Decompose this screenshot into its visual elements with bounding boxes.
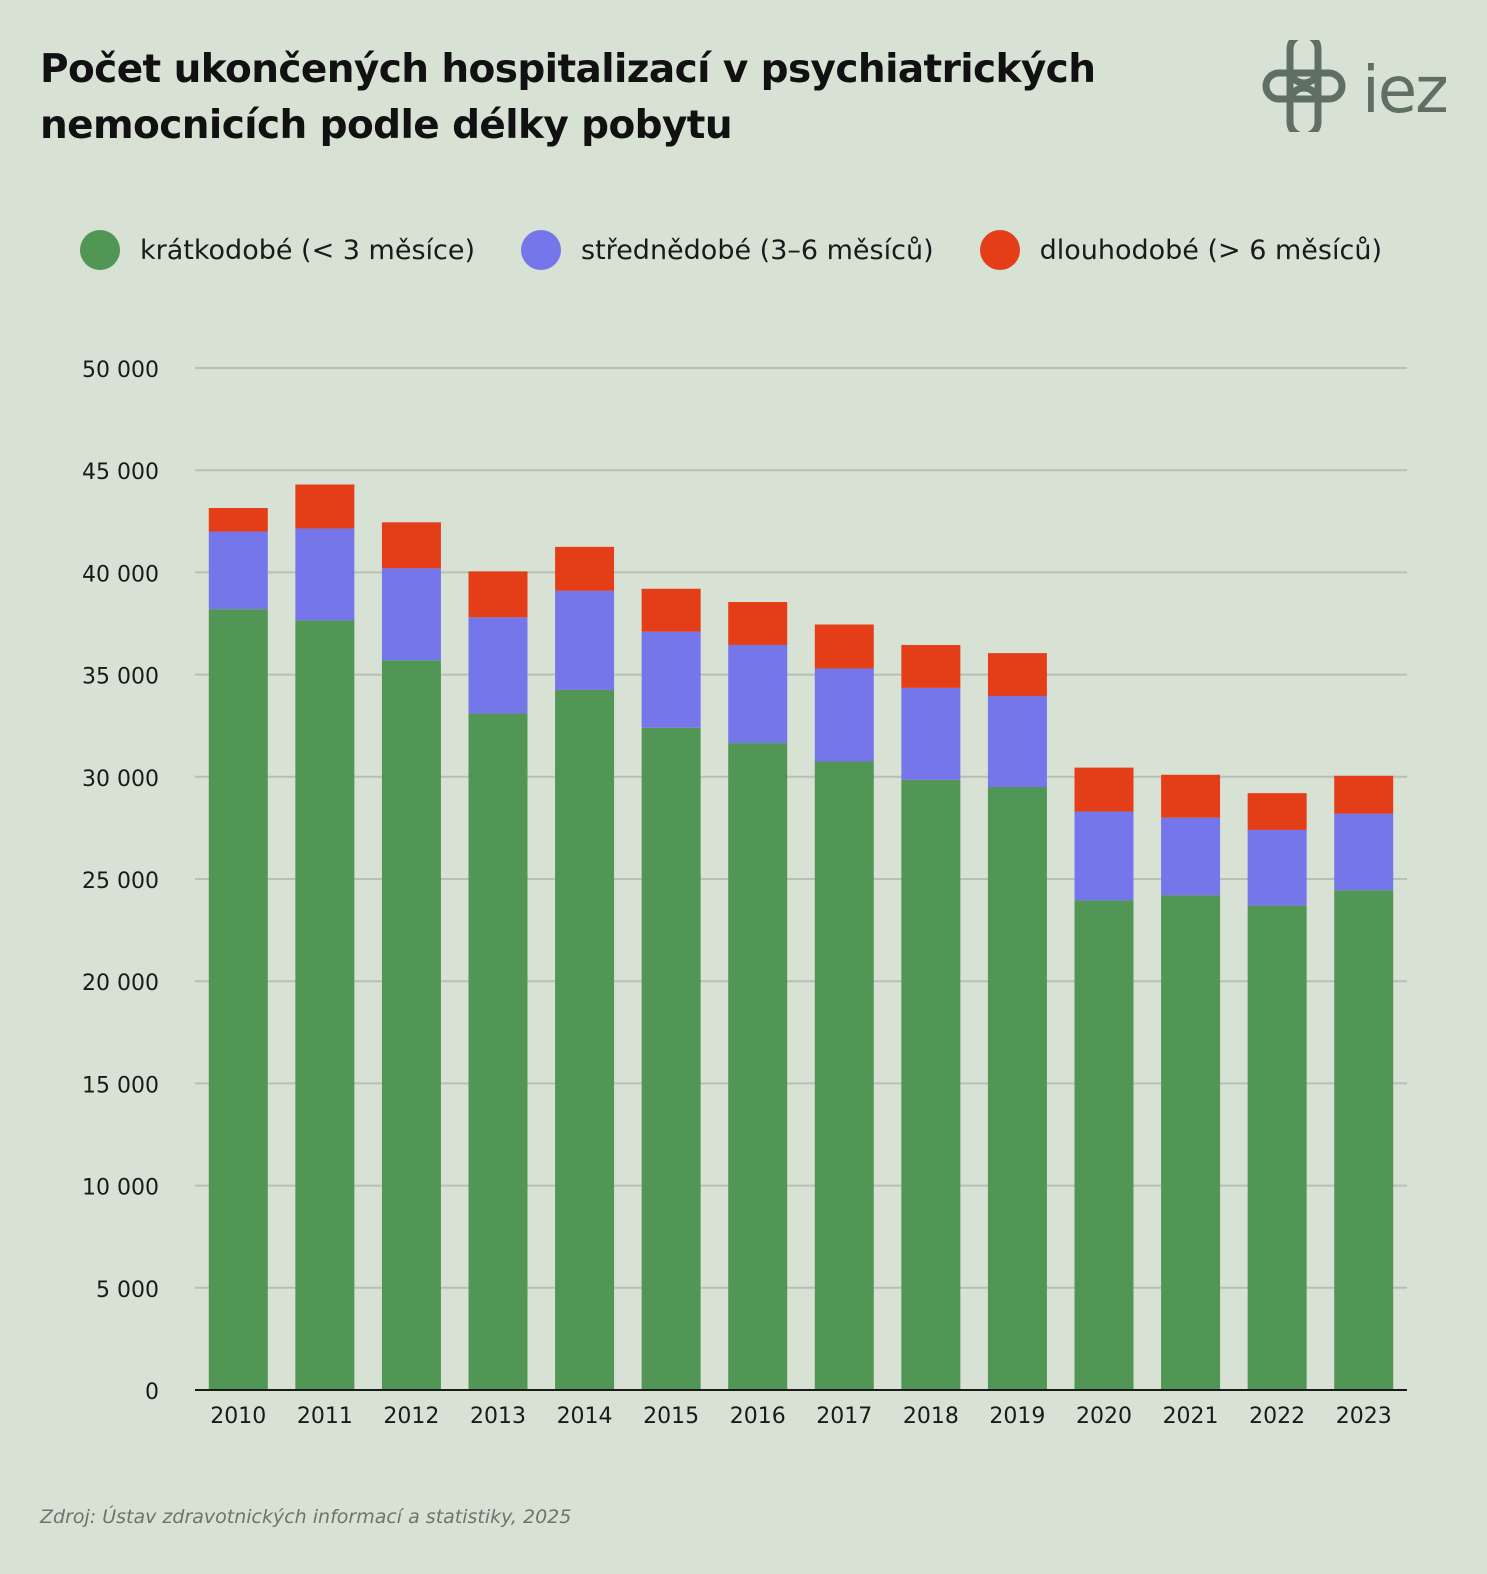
bar-segment bbox=[728, 644, 788, 744]
bar-segment bbox=[1247, 905, 1307, 1390]
x-tick-label: 2014 bbox=[557, 1404, 613, 1429]
y-tick-label: 10 000 bbox=[82, 1176, 159, 1201]
y-tick-label: 35 000 bbox=[82, 665, 159, 690]
x-tick-label: 2019 bbox=[989, 1404, 1045, 1429]
bar-segment bbox=[555, 689, 615, 1390]
bar-segment bbox=[208, 609, 268, 1390]
legend-label: střednědobé (3–6 měsíců) bbox=[581, 234, 934, 266]
x-tick-label: 2013 bbox=[470, 1404, 526, 1429]
bar-segment bbox=[814, 624, 874, 669]
y-tick-label: 5 000 bbox=[96, 1278, 159, 1303]
x-tick-label: 2023 bbox=[1336, 1404, 1392, 1429]
x-tick-label: 2018 bbox=[903, 1404, 959, 1429]
x-tick-label: 2016 bbox=[730, 1404, 786, 1429]
bar-segment bbox=[468, 617, 528, 714]
y-tick-label: 0 bbox=[145, 1380, 159, 1405]
x-tick-label: 2021 bbox=[1163, 1404, 1219, 1429]
bar-segment bbox=[814, 668, 874, 762]
bar-segment bbox=[1161, 817, 1221, 896]
logo-text: iez bbox=[1362, 54, 1447, 128]
bar-segment bbox=[1074, 811, 1134, 901]
bar-segment bbox=[641, 588, 701, 632]
chart-legend: krátkodobé (< 3 měsíce) střednědobé (3–6 … bbox=[80, 228, 1428, 272]
bar-segment bbox=[1334, 890, 1394, 1390]
y-tick-label: 45 000 bbox=[82, 460, 159, 485]
bar-segment bbox=[814, 761, 874, 1390]
legend-swatch-icon bbox=[979, 230, 1020, 270]
legend-item: krátkodobé (< 3 měsíce) bbox=[80, 230, 475, 270]
bar-segment bbox=[728, 743, 788, 1390]
iez-logo: iez bbox=[1262, 40, 1449, 132]
bar-segment bbox=[208, 531, 268, 610]
bar-segment bbox=[1247, 793, 1307, 830]
legend-swatch-icon bbox=[80, 230, 120, 270]
bar-segment bbox=[1074, 767, 1134, 812]
bar-segment bbox=[987, 653, 1047, 697]
bar-segment bbox=[381, 660, 441, 1390]
bar-segment bbox=[1334, 775, 1394, 814]
bar-segment bbox=[381, 522, 441, 569]
legend-item: dlouhodobé (> 6 měsíců) bbox=[979, 230, 1382, 270]
bar-segment bbox=[728, 602, 788, 645]
bar-segment bbox=[295, 528, 355, 621]
y-tick-label: 20 000 bbox=[82, 971, 159, 996]
y-tick-label: 50 000 bbox=[82, 358, 159, 383]
bar-segment bbox=[641, 631, 701, 728]
bar-segment bbox=[295, 484, 355, 529]
legend-label: dlouhodobé (> 6 měsíců) bbox=[1039, 234, 1382, 266]
cross-knot-icon bbox=[1262, 40, 1346, 132]
x-tick-label: 2011 bbox=[297, 1404, 353, 1429]
bar-segment bbox=[1074, 900, 1134, 1390]
x-tick-label: 2015 bbox=[643, 1404, 699, 1429]
bar-segment bbox=[641, 727, 701, 1390]
bar-segment bbox=[901, 644, 961, 688]
x-tick-label: 2012 bbox=[383, 1404, 439, 1429]
bar-segment bbox=[208, 508, 268, 532]
legend-item: střednědobé (3–6 měsíců) bbox=[521, 230, 934, 270]
x-tick-label: 2010 bbox=[210, 1404, 266, 1429]
y-tick-label: 40 000 bbox=[82, 562, 159, 587]
x-tick-label: 2022 bbox=[1249, 1404, 1305, 1429]
y-tick-label: 15 000 bbox=[82, 1073, 159, 1098]
bar-segment bbox=[1161, 774, 1221, 818]
bar-segment bbox=[468, 713, 528, 1390]
x-tick-label: 2017 bbox=[816, 1404, 872, 1429]
x-tick-label: 2020 bbox=[1076, 1404, 1132, 1429]
bar-segment bbox=[987, 787, 1047, 1390]
legend-label: krátkodobé (< 3 měsíce) bbox=[140, 234, 476, 266]
chart-title: Počet ukončených hospitalizací v psychia… bbox=[40, 47, 1096, 148]
source-note: Zdroj: Ústav zdravotnických informací a … bbox=[40, 1506, 572, 1528]
bar-segment bbox=[555, 546, 615, 591]
bar-segment bbox=[1334, 813, 1394, 891]
bar-segment bbox=[1161, 895, 1221, 1390]
y-tick-label: 30 000 bbox=[82, 767, 159, 792]
bar-segment bbox=[901, 779, 961, 1390]
bar-segment bbox=[987, 696, 1047, 788]
legend-swatch-icon bbox=[521, 230, 562, 270]
bar-segment bbox=[1247, 829, 1307, 906]
bar-segment bbox=[295, 620, 355, 1390]
bar-segment bbox=[555, 590, 615, 690]
bar-segment bbox=[468, 571, 528, 618]
y-tick-label: 25 000 bbox=[82, 869, 159, 894]
bar-segment bbox=[901, 687, 961, 780]
bar-segment bbox=[381, 568, 441, 661]
